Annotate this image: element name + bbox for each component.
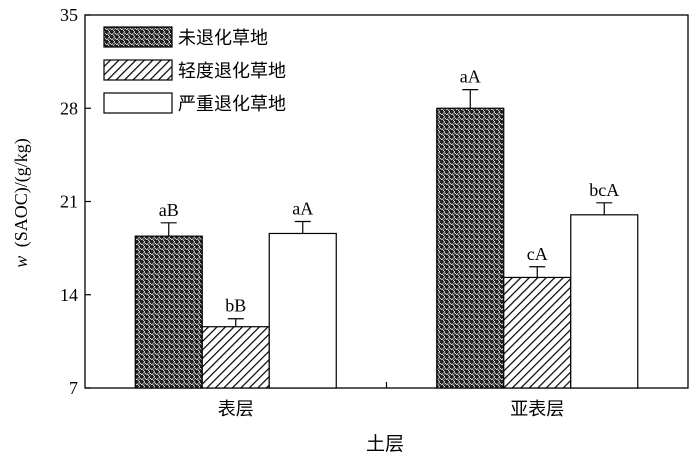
data-label: aB [159, 200, 179, 220]
bar [436, 107, 505, 389]
legend-swatch [103, 92, 173, 114]
legend-label: 未退化草地 [178, 28, 268, 49]
bar [201, 326, 270, 389]
x-axis-label: 土层 [366, 433, 404, 455]
legend-label: 轻度退化草地 [178, 61, 286, 82]
bar [134, 235, 203, 389]
bar [268, 232, 337, 389]
y-axis-label-text: (SAOC)/(g/kg) [11, 138, 32, 247]
bar [570, 214, 639, 389]
y-axis-label-symbol: w [11, 256, 31, 268]
y-tick-label: 21 [60, 192, 78, 212]
y-tick-label: 7 [69, 378, 78, 398]
x-axis: 表层 亚表层 [218, 382, 564, 420]
legend-swatch [103, 59, 173, 81]
y-tick-label: 14 [60, 285, 78, 305]
y-tick-label: 28 [60, 98, 78, 118]
bars-group: aB bB aA aA cA bcA [134, 67, 639, 389]
data-label: aA [292, 198, 313, 218]
x-tick-label: 亚表层 [510, 399, 564, 420]
legend-label: 严重退化草地 [178, 94, 286, 115]
bar [503, 276, 572, 389]
y-axis: 7 14 21 28 35 [60, 5, 91, 398]
data-label: aA [460, 67, 481, 87]
y-tick-label: 35 [60, 5, 78, 25]
y-axis-label: w (SAOC)/(g/kg) [11, 138, 32, 268]
x-tick-label: 表层 [218, 399, 254, 420]
legend-swatch [103, 26, 173, 48]
data-label: bB [225, 296, 246, 316]
data-label: bcA [589, 180, 619, 200]
data-label: cA [527, 244, 548, 264]
